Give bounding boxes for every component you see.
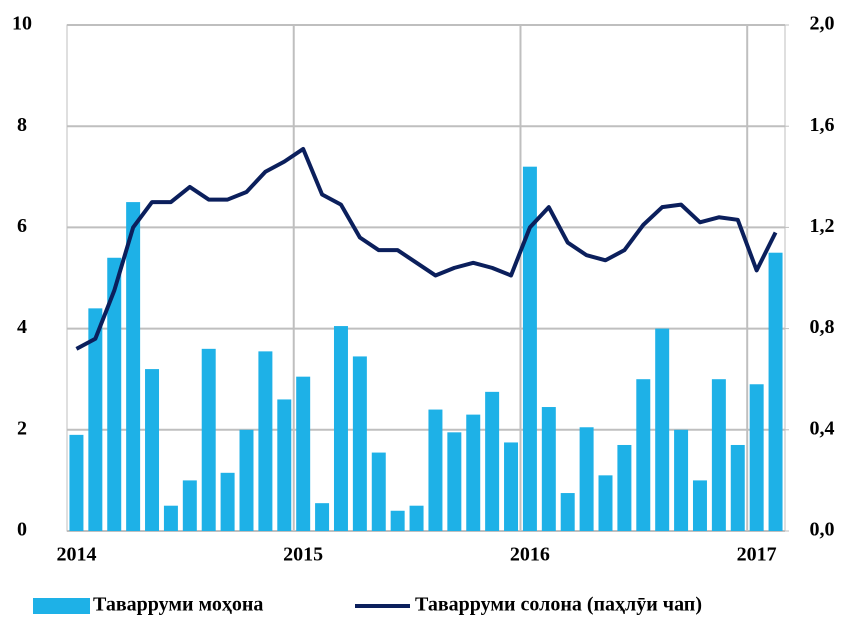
bar <box>390 510 405 531</box>
bar <box>598 475 613 531</box>
bar <box>220 472 235 531</box>
bar <box>522 166 537 531</box>
x-tick-label: 2016 <box>510 544 550 566</box>
x-tick-label: 2014 <box>56 544 96 566</box>
bar <box>636 379 651 531</box>
bar <box>258 351 273 531</box>
bar <box>182 480 197 531</box>
y2-tick-label: 1,2 <box>810 215 835 237</box>
bar <box>447 432 462 531</box>
y2-tick-label: 2,0 <box>810 13 835 35</box>
bar <box>692 480 707 531</box>
line <box>75 146 778 351</box>
bar <box>466 414 481 531</box>
legend-label: Таварруми солона (паҳлӯи чап) <box>415 594 702 616</box>
bar <box>163 505 178 531</box>
bar <box>730 444 745 531</box>
bar <box>69 434 84 531</box>
bar <box>504 442 519 531</box>
bar <box>88 308 103 531</box>
bar <box>145 369 160 531</box>
bar <box>579 427 594 531</box>
x-tick-label: 2015 <box>283 544 323 566</box>
bar <box>655 328 670 531</box>
y-tick-label: 0 <box>17 519 27 541</box>
bar <box>239 429 254 531</box>
x-tick-label: 2017 <box>737 544 777 566</box>
bar <box>541 407 556 531</box>
bar <box>749 384 764 531</box>
bar <box>371 452 386 531</box>
bar <box>485 391 500 531</box>
bar <box>201 348 216 531</box>
bar <box>352 356 367 531</box>
bar <box>296 376 311 531</box>
y2-tick-label: 0,4 <box>810 417 835 439</box>
y2-tick-label: 0,0 <box>810 519 835 541</box>
y-tick-label: 8 <box>17 114 27 136</box>
bar <box>277 399 292 531</box>
bar <box>409 505 424 531</box>
legend-swatch <box>33 598 90 614</box>
bar <box>126 202 141 531</box>
y2-tick-label: 1,6 <box>810 114 835 136</box>
y-tick-label: 6 <box>17 215 27 237</box>
y-tick-label: 4 <box>17 316 27 338</box>
bar <box>674 429 689 531</box>
y2-tick-label: 0,8 <box>810 316 835 338</box>
bar <box>107 257 122 531</box>
y-tick-label: 2 <box>17 417 27 439</box>
y-tick-label: 10 <box>12 13 32 35</box>
bar <box>428 409 443 531</box>
bar <box>768 252 783 531</box>
bar <box>333 326 348 531</box>
bar <box>711 379 726 531</box>
bar <box>560 493 575 531</box>
bar <box>315 503 330 531</box>
bar <box>617 444 632 531</box>
legend-label: Таварруми моҳона <box>93 594 263 616</box>
